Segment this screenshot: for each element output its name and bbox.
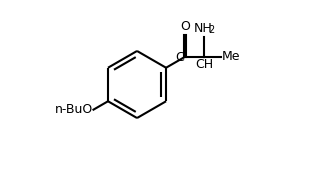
Text: 2: 2 — [208, 25, 214, 35]
Text: n-BuO: n-BuO — [54, 103, 93, 116]
Text: NH: NH — [194, 22, 212, 35]
Text: C: C — [175, 51, 184, 64]
Text: O: O — [180, 20, 190, 33]
Text: Me: Me — [222, 50, 240, 63]
Text: CH: CH — [195, 58, 213, 71]
